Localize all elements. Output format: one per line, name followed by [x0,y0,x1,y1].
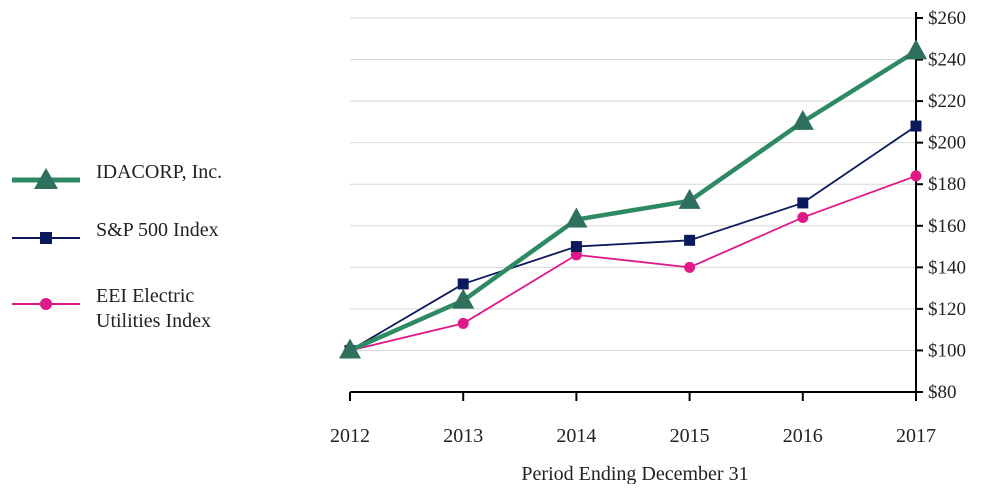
x-tick-label: 2017 [896,425,936,447]
legend-item-idacorp: IDACORP, Inc. [10,160,222,200]
legend-label: IDACORP, Inc. [96,161,223,183]
data-point-triangle [905,39,927,60]
data-point-circle [570,249,582,261]
series-line [349,175,917,352]
x-tick-label: 2012 [330,425,370,447]
data-point-square [457,278,469,290]
data-point-circle [457,317,469,329]
legend-label: S&P 500 Index [96,219,219,241]
y-tick-label: $100 [928,340,966,361]
x-tick-label: 2013 [443,425,483,447]
data-point-circle [910,170,922,182]
data-point-circle [684,261,696,273]
data-point-triangle [791,109,814,130]
series-line [349,125,917,352]
data-point-triangle [452,288,475,309]
y-tick-label: $80 [928,382,957,403]
data-point-triangle [678,188,701,209]
y-tick-label: $260 [928,8,966,29]
legend-triangle-marker-icon [12,168,80,189]
data-point-square [684,234,696,246]
data-point-circle [797,211,809,223]
data-point-square [797,197,809,209]
data-point-triangle [565,207,588,228]
legend-item-sp500: S&P 500 Index [10,218,219,258]
y-tick-label: $180 [928,174,966,195]
x-tick-label: 2014 [556,425,596,447]
legend-square-marker-icon [12,232,80,244]
y-tick-label: $160 [928,216,966,237]
y-tick-label: $200 [928,133,966,154]
series-line [349,49,918,353]
x-tick-label: 2015 [670,425,710,447]
y-tick-label: $240 [928,50,966,71]
y-tick-label: $120 [928,299,966,320]
data-point-square [570,241,582,253]
y-tick-label: $140 [928,257,966,278]
legend-circle-marker-icon [12,298,80,310]
data-point-triangle [339,338,361,359]
legend-item-eei: EEI Electric Utilities Index [10,284,211,334]
data-point-square [910,120,922,132]
legend-label: EEI Electric Utilities Index [96,285,211,332]
x-axis-title: Period Ending December 31 [521,463,748,484]
y-tick-label: $220 [928,91,966,112]
x-tick-label: 2016 [783,425,823,447]
